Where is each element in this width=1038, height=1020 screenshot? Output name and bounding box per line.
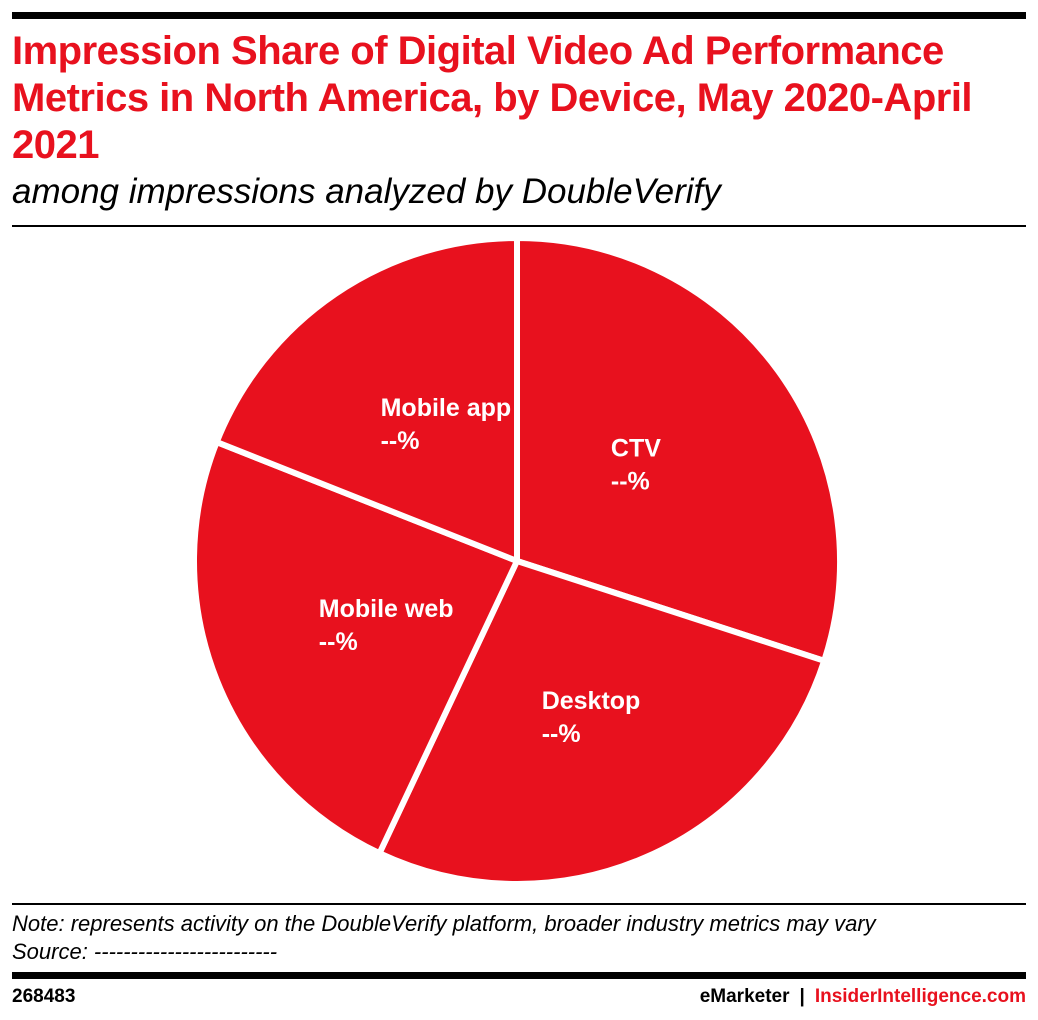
slice-label-desktop: Desktop --%	[542, 687, 641, 748]
pie-slice-ctv	[514, 235, 843, 664]
slice-label-mobile-web: Mobile web --%	[319, 595, 454, 656]
chart-subtitle: among impressions analyzed by DoubleVeri…	[12, 172, 721, 211]
chart-title: Impression Share of Digital Video Ad Per…	[12, 29, 973, 167]
pie-slice-mobile-web	[191, 439, 520, 857]
bottom-rule	[12, 972, 1026, 979]
top-rule	[12, 12, 1026, 19]
brand-emarketer: eMarketer	[699, 986, 790, 1007]
slice-name: CTV	[611, 434, 661, 462]
slice-value: --%	[611, 467, 650, 495]
brand-credit: eMarketer | InsiderIntelligence.com	[700, 986, 1026, 1008]
chart-id: 268483	[12, 986, 76, 1007]
brand-insider-intelligence: InsiderIntelligence.com	[814, 986, 1026, 1007]
subtitle-rule	[12, 225, 1026, 227]
slice-value: --%	[542, 720, 581, 748]
slice-name: Desktop	[542, 687, 641, 715]
chart-source: Source: -------------------------	[12, 939, 278, 964]
slice-name: Mobile web	[319, 595, 454, 623]
pie-chart: CTV --% Desktop --% Mobile web --% Mobile app -…	[191, 235, 843, 887]
slice-label-mobile-app: Mobile app --%	[381, 394, 512, 455]
slice-name: Mobile app	[381, 394, 512, 422]
chart-note: Note: represents activity on the DoubleV…	[12, 911, 876, 936]
brand-separator: |	[799, 986, 805, 1007]
slice-value: --%	[381, 427, 420, 455]
slice-label-ctv: CTV --%	[611, 434, 661, 495]
pie-labels: CTV --% Desktop --% Mobile web --% Mobile app -…	[319, 394, 661, 748]
pie-slices	[191, 235, 843, 887]
slice-value: --%	[319, 628, 358, 656]
pie-slice-mobile-app	[213, 235, 520, 564]
pie-slice-desktop	[376, 558, 828, 887]
note-rule	[12, 903, 1026, 905]
